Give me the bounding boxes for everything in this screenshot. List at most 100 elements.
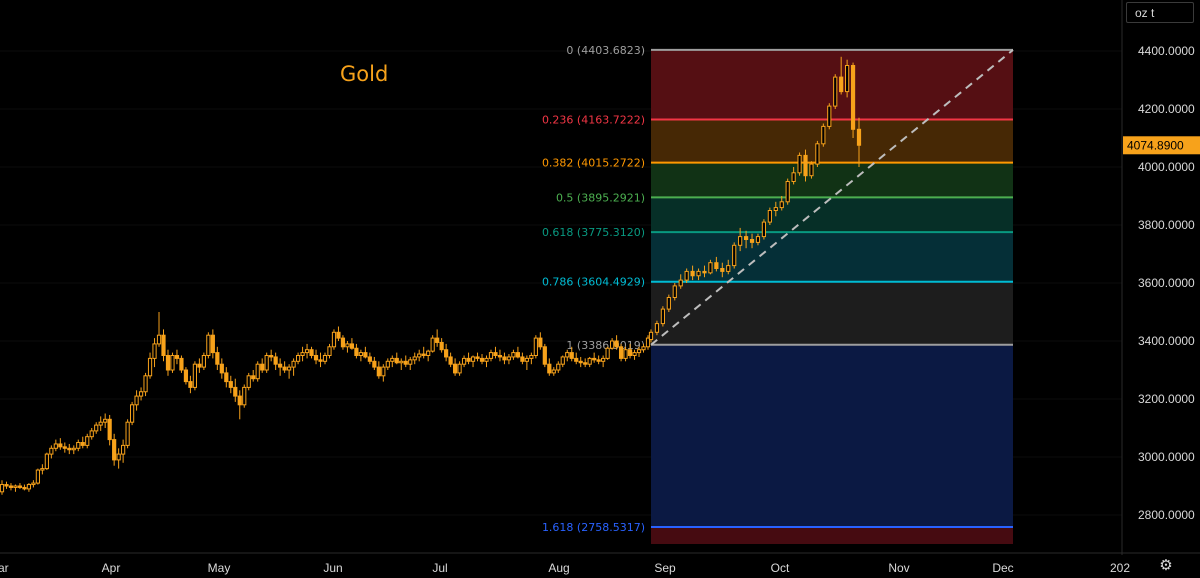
fib-trend-line[interactable] xyxy=(650,49,1014,346)
candle-body xyxy=(143,375,148,393)
candle-body xyxy=(587,357,592,365)
candle-body xyxy=(233,386,238,397)
candle-body xyxy=(839,76,844,93)
candle-body xyxy=(98,421,103,426)
candle-body xyxy=(502,356,507,361)
candle-body xyxy=(112,439,117,461)
candle-body xyxy=(641,346,646,351)
candle-body xyxy=(421,353,426,356)
candle-body xyxy=(390,357,395,362)
candle-body xyxy=(255,363,260,380)
candle-body xyxy=(76,442,81,449)
fib-level-label: 0.5 (3895.2921) xyxy=(556,191,645,204)
candle-body xyxy=(309,349,314,357)
candle-body xyxy=(58,443,63,448)
fib-zone xyxy=(651,49,1013,120)
price-tick-label: 2800.0000 xyxy=(1138,508,1195,522)
candle-body xyxy=(542,346,547,365)
candle-body xyxy=(569,352,574,359)
candle-body xyxy=(690,270,695,277)
candle-body xyxy=(524,357,529,362)
candle-body xyxy=(174,355,180,359)
candle-body xyxy=(493,352,498,357)
price-tick-label: 4400.0000 xyxy=(1138,44,1195,58)
candle-body xyxy=(192,363,198,388)
candle-body xyxy=(632,352,637,357)
candle-body xyxy=(666,297,671,310)
candle-body xyxy=(720,268,725,272)
time-tick-label: Nov xyxy=(888,561,909,575)
candle-body xyxy=(94,424,99,432)
candle-body xyxy=(596,359,601,362)
price-tick-label: 4200.0000 xyxy=(1138,102,1195,116)
candle-body xyxy=(156,334,162,345)
candle-body xyxy=(295,355,301,362)
candle-body xyxy=(791,172,796,183)
candle-body xyxy=(827,105,832,127)
candle-body xyxy=(672,285,677,298)
candle-body xyxy=(601,357,606,362)
candle-body xyxy=(327,346,332,356)
candle-body xyxy=(237,395,242,406)
candle-body xyxy=(556,363,561,371)
candle-body xyxy=(618,346,624,359)
candle-body xyxy=(260,363,265,371)
fib-zone xyxy=(651,119,1013,163)
candle-body xyxy=(242,386,247,406)
candle-body xyxy=(40,468,45,471)
candle-body xyxy=(627,349,633,357)
candle-body xyxy=(515,352,521,358)
candle-body xyxy=(470,356,476,362)
fib-level-label: 0 (4403.6823) xyxy=(566,44,645,57)
candle-body xyxy=(26,484,32,490)
candle-body xyxy=(376,366,381,377)
candle-body xyxy=(134,395,139,406)
fib-level-label: 0.382 (4015.2722) xyxy=(542,157,645,170)
time-tick-label: Oct xyxy=(771,561,790,575)
candle-body xyxy=(282,366,287,371)
candle-body xyxy=(497,355,503,358)
settings-icon[interactable]: ⚙ xyxy=(1159,556,1173,574)
candle-body xyxy=(372,360,377,368)
candle-body xyxy=(313,355,319,361)
candle-body xyxy=(809,163,814,177)
time-tick-label: ar xyxy=(0,561,9,575)
fib-zone xyxy=(651,281,1013,345)
candle-body xyxy=(785,181,790,203)
candle-body xyxy=(779,201,784,209)
candle-body xyxy=(300,352,305,357)
candle-body xyxy=(678,279,683,287)
candle-body xyxy=(85,436,90,446)
fib-zone xyxy=(651,344,1013,528)
candle-body xyxy=(738,236,743,246)
candle-body xyxy=(201,355,206,368)
candle-body xyxy=(444,349,449,358)
candle-body xyxy=(165,355,171,371)
candle-body xyxy=(732,244,737,267)
fib-level-label: 0.618 (3775.3120) xyxy=(542,226,645,239)
candle-body xyxy=(815,143,820,165)
candle-body xyxy=(358,352,363,357)
candle-body xyxy=(466,357,471,362)
fib-zone xyxy=(651,197,1013,233)
time-tick-label: Sep xyxy=(654,561,676,575)
unit-selector[interactable]: oz t xyxy=(1126,2,1194,23)
candle-body xyxy=(264,355,269,371)
candle-body xyxy=(452,363,458,374)
candle-body xyxy=(426,350,431,356)
fib-zone xyxy=(651,527,1013,544)
chart-title: Gold xyxy=(340,62,389,86)
candle-body xyxy=(291,360,296,368)
time-tick-label: May xyxy=(208,561,231,575)
price-tick-label: 3800.0000 xyxy=(1138,218,1195,232)
candle-body xyxy=(219,363,224,374)
candle-body xyxy=(67,447,72,451)
candle-body xyxy=(215,352,220,365)
candle-body xyxy=(269,355,274,358)
fib-level-label: 0.236 (4163.7222) xyxy=(542,114,645,127)
candle-body xyxy=(767,210,772,223)
candle-body xyxy=(408,359,413,365)
candle-body xyxy=(610,340,615,349)
